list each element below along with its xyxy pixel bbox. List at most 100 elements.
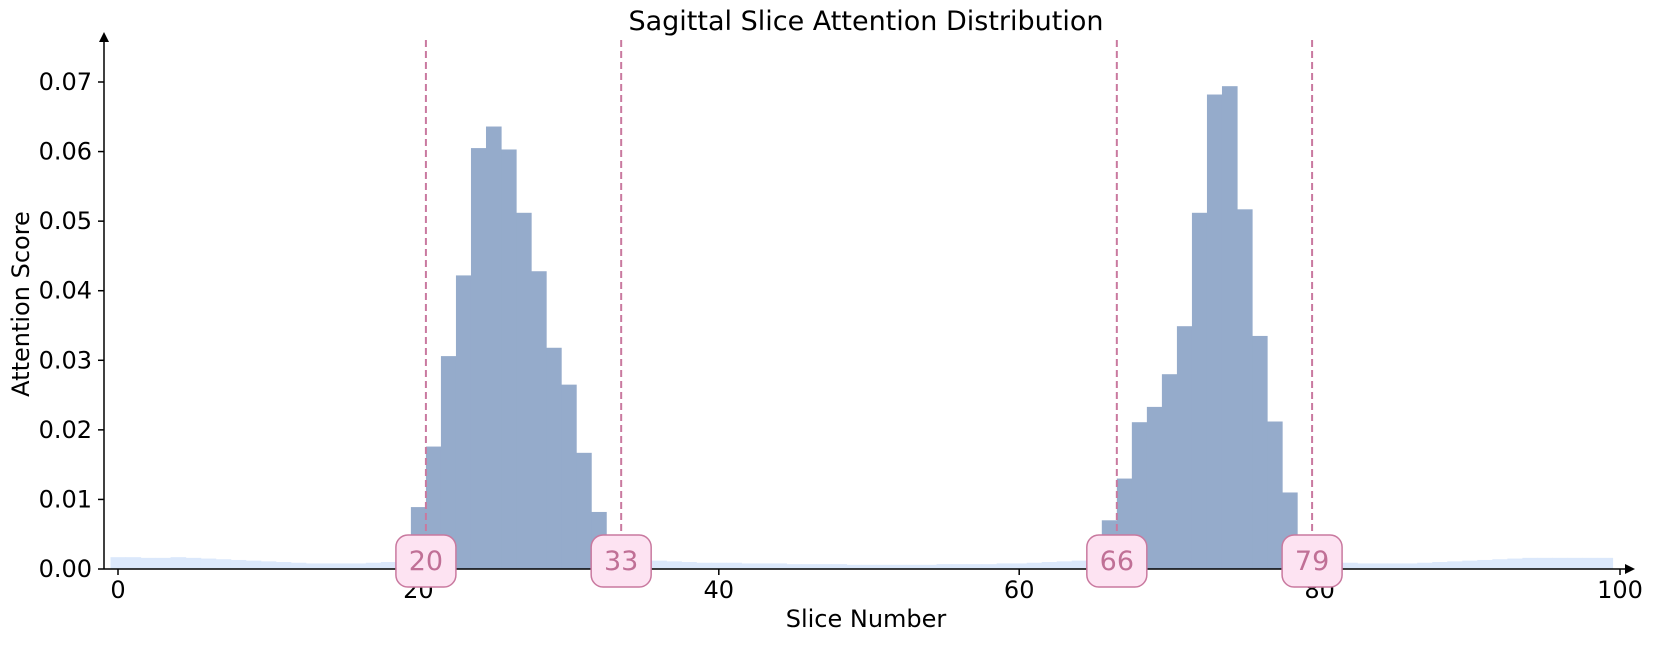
background-bar <box>1402 563 1418 569</box>
background-bar <box>1041 562 1058 569</box>
highlight-bars <box>410 86 1298 570</box>
background-bar <box>1597 557 1614 569</box>
background-bar <box>110 557 127 569</box>
highlight-bar <box>1206 94 1223 569</box>
y-tick-label: 0.01 <box>39 485 92 513</box>
background-bar <box>666 561 682 569</box>
y-tick-label: 0.06 <box>39 138 92 166</box>
x-tick-label: 100 <box>1597 576 1643 604</box>
x-axis-label: Slice Number <box>786 605 947 633</box>
background-bar <box>1522 557 1538 569</box>
marker-lines <box>424 40 1314 569</box>
marker-label: 79 <box>1295 546 1329 577</box>
background-bar <box>1567 557 1584 569</box>
background-bar <box>996 563 1013 569</box>
background-bar <box>185 557 202 569</box>
highlight-bar <box>1161 374 1178 569</box>
chart-title: Sagittal Slice Attention Distribution <box>628 6 1103 37</box>
background-bar <box>350 563 367 569</box>
background-bar <box>891 564 908 569</box>
background-bar <box>245 560 262 569</box>
y-tick-label: 0.07 <box>39 68 92 96</box>
background-bar <box>275 562 292 569</box>
background-bars <box>110 557 1614 569</box>
background-bar <box>1477 559 1493 569</box>
highlight-bar <box>1221 86 1238 569</box>
background-bar <box>155 557 172 569</box>
y-tick-label: 0.03 <box>39 346 92 374</box>
background-bar <box>771 563 787 569</box>
background-bar <box>290 562 307 569</box>
marker-labels: 20 33 66 79 <box>395 534 1343 588</box>
background-bar <box>876 564 893 569</box>
background-bar <box>1432 562 1448 569</box>
marker-box <box>1086 534 1148 588</box>
background-bar <box>756 563 772 569</box>
background-bar <box>1507 558 1523 569</box>
highlight-bar <box>516 212 532 569</box>
background-bar <box>1387 563 1403 569</box>
background-bar <box>921 564 938 569</box>
background-bar <box>861 564 878 569</box>
background-bar <box>816 564 833 569</box>
background-bar <box>320 563 337 569</box>
background-bar <box>200 558 217 569</box>
highlight-bar <box>485 126 502 570</box>
background-bar <box>260 561 277 569</box>
marker-label-box: 33 <box>590 534 652 588</box>
marker-label-box: 66 <box>1086 534 1148 588</box>
background-bar <box>1342 562 1358 569</box>
background-bar <box>1492 559 1508 569</box>
background-bar <box>936 564 953 569</box>
y-ticks: 0.00 0.01 0.02 0.03 0.04 0.05 0.06 0.07 <box>39 68 104 583</box>
background-bar <box>215 559 232 569</box>
x-tick-label: 0 <box>110 576 125 604</box>
highlight-bar <box>1176 326 1193 569</box>
background-bar <box>711 562 727 569</box>
highlight-bar <box>1236 209 1253 569</box>
highlight-bar <box>1146 406 1163 569</box>
background-bar <box>726 562 742 569</box>
background-bar <box>335 563 352 569</box>
marker-label: 33 <box>604 546 638 577</box>
background-bar <box>305 563 322 569</box>
highlight-bar <box>470 148 487 570</box>
background-bar <box>741 563 757 569</box>
background-bar <box>1552 557 1569 569</box>
background-bar <box>1372 563 1388 569</box>
highlight-bar <box>1267 421 1283 569</box>
highlight-bar <box>576 452 592 569</box>
background-bar <box>846 564 863 569</box>
axes <box>99 32 1635 574</box>
highlight-bar <box>531 271 547 569</box>
background-bar <box>1071 560 1088 569</box>
background-bar <box>831 564 848 569</box>
background-bar <box>951 564 968 569</box>
highlight-bar <box>1131 422 1148 569</box>
x-ticks: 0 20 40 60 80 100 <box>110 569 1643 604</box>
x-tick-label: 40 <box>704 576 735 604</box>
x-tick-label: 60 <box>1004 576 1035 604</box>
highlight-bar <box>440 356 457 569</box>
background-bar <box>786 564 803 569</box>
background-bar <box>365 562 382 569</box>
y-axis-arrow-icon <box>99 32 109 42</box>
background-bar <box>1582 557 1599 569</box>
highlight-bar <box>455 275 472 569</box>
marker-label: 20 <box>409 546 443 577</box>
highlight-bar <box>1252 335 1268 569</box>
background-bar <box>651 560 667 569</box>
background-bar <box>1011 563 1028 569</box>
marker-box <box>395 534 457 588</box>
y-tick-label: 0.02 <box>39 416 92 444</box>
background-bar <box>170 557 187 569</box>
y-axis-label: Attention Score <box>7 211 35 397</box>
background-bar <box>1537 557 1554 569</box>
marker-box <box>590 534 652 588</box>
background-bar <box>981 564 998 569</box>
background-bar <box>1056 561 1073 569</box>
background-bar <box>966 564 983 569</box>
background-bar <box>1447 561 1463 569</box>
